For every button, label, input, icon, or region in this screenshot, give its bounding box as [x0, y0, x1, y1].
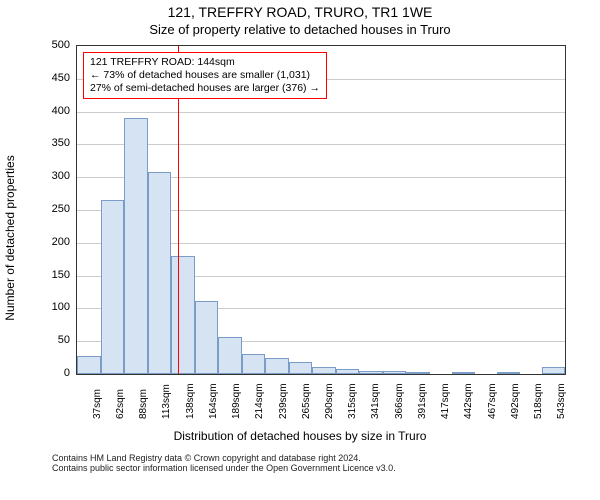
- x-tick-label: 88sqm: [138, 389, 149, 419]
- y-tick-label: 450: [52, 72, 70, 84]
- histogram-bar: [265, 358, 289, 374]
- x-tick-label: 239sqm: [278, 383, 289, 419]
- annotation-line1: 121 TREFFRY ROAD: 144sqm: [90, 56, 320, 69]
- x-tick-label: 189sqm: [231, 383, 242, 419]
- x-tick-label: 214sqm: [254, 383, 265, 419]
- x-tick-label: 417sqm: [440, 383, 451, 419]
- plot-area: 121 TREFFRY ROAD: 144sqm ← 73% of detach…: [76, 45, 566, 375]
- x-tick-label: 467sqm: [487, 383, 498, 419]
- x-tick-label: 164sqm: [208, 383, 219, 419]
- chart-container: Number of detached properties 0501001502…: [20, 41, 580, 421]
- histogram-bar: [148, 172, 172, 374]
- x-tick-label: 37sqm: [92, 389, 103, 419]
- y-tick-label: 50: [58, 334, 70, 346]
- footer-copyright-2: Contains public sector information licen…: [52, 463, 396, 473]
- histogram-bar: [336, 369, 360, 374]
- y-tick-label: 300: [52, 170, 70, 182]
- y-tick-label: 150: [52, 269, 70, 281]
- histogram-bar: [383, 371, 407, 374]
- annotation-line3: 27% of semi-detached houses are larger (…: [90, 82, 320, 95]
- y-tick-label: 200: [52, 236, 70, 248]
- x-axis-label: Distribution of detached houses by size …: [174, 429, 427, 443]
- x-tick-label: 442sqm: [463, 383, 474, 419]
- histogram-bar: [406, 372, 430, 374]
- histogram-bar: [195, 301, 219, 374]
- x-tick-label: 518sqm: [533, 383, 544, 419]
- x-tick-label: 113sqm: [161, 384, 172, 419]
- histogram-bar: [171, 256, 195, 374]
- annotation-line2: ← 73% of detached houses are smaller (1,…: [90, 69, 320, 82]
- x-tick-label: 265sqm: [301, 383, 312, 419]
- histogram-bar: [242, 354, 266, 374]
- x-tick-label: 138sqm: [185, 383, 196, 419]
- histogram-bar: [359, 371, 383, 374]
- y-tick-label: 0: [64, 367, 70, 379]
- y-tick-label: 100: [52, 301, 70, 313]
- x-tick-label: 62sqm: [115, 389, 126, 419]
- histogram-bar: [289, 362, 313, 374]
- x-tick-label: 543sqm: [556, 383, 567, 419]
- y-tick-label: 250: [52, 203, 70, 215]
- x-tick-label: 492sqm: [510, 383, 521, 419]
- y-tick-label: 500: [52, 39, 70, 51]
- y-ticks: 050100150200250300350400450500: [20, 45, 76, 375]
- histogram-bar: [101, 200, 125, 374]
- y-tick-label: 350: [52, 137, 70, 149]
- histogram-bar: [77, 356, 101, 374]
- y-axis-label: Number of detached properties: [3, 155, 17, 320]
- histogram-bar: [452, 372, 476, 374]
- histogram-bar: [497, 372, 521, 374]
- x-tick-label: 315sqm: [347, 383, 358, 419]
- x-tick-label: 366sqm: [394, 383, 405, 419]
- histogram-bar: [542, 367, 566, 374]
- footer-copyright-1: Contains HM Land Registry data © Crown c…: [52, 453, 361, 463]
- histogram-bar: [124, 118, 148, 374]
- x-tick-label: 290sqm: [324, 383, 335, 419]
- histogram-bar: [312, 367, 336, 374]
- chart-title-address: 121, TREFFRY ROAD, TRURO, TR1 1WE: [168, 4, 433, 20]
- x-tick-labels: 37sqm 62sqm 88sqm 113sqm 138sqm 164sqm 189sqm 2…: [76, 377, 566, 425]
- chart-title-subtitle: Size of property relative to detached ho…: [149, 22, 450, 37]
- x-tick-label: 391sqm: [417, 383, 428, 419]
- x-tick-label: 341sqm: [370, 383, 381, 419]
- histogram-bar: [218, 337, 242, 374]
- annotation-box: 121 TREFFRY ROAD: 144sqm ← 73% of detach…: [83, 52, 327, 99]
- y-tick-label: 400: [52, 105, 70, 117]
